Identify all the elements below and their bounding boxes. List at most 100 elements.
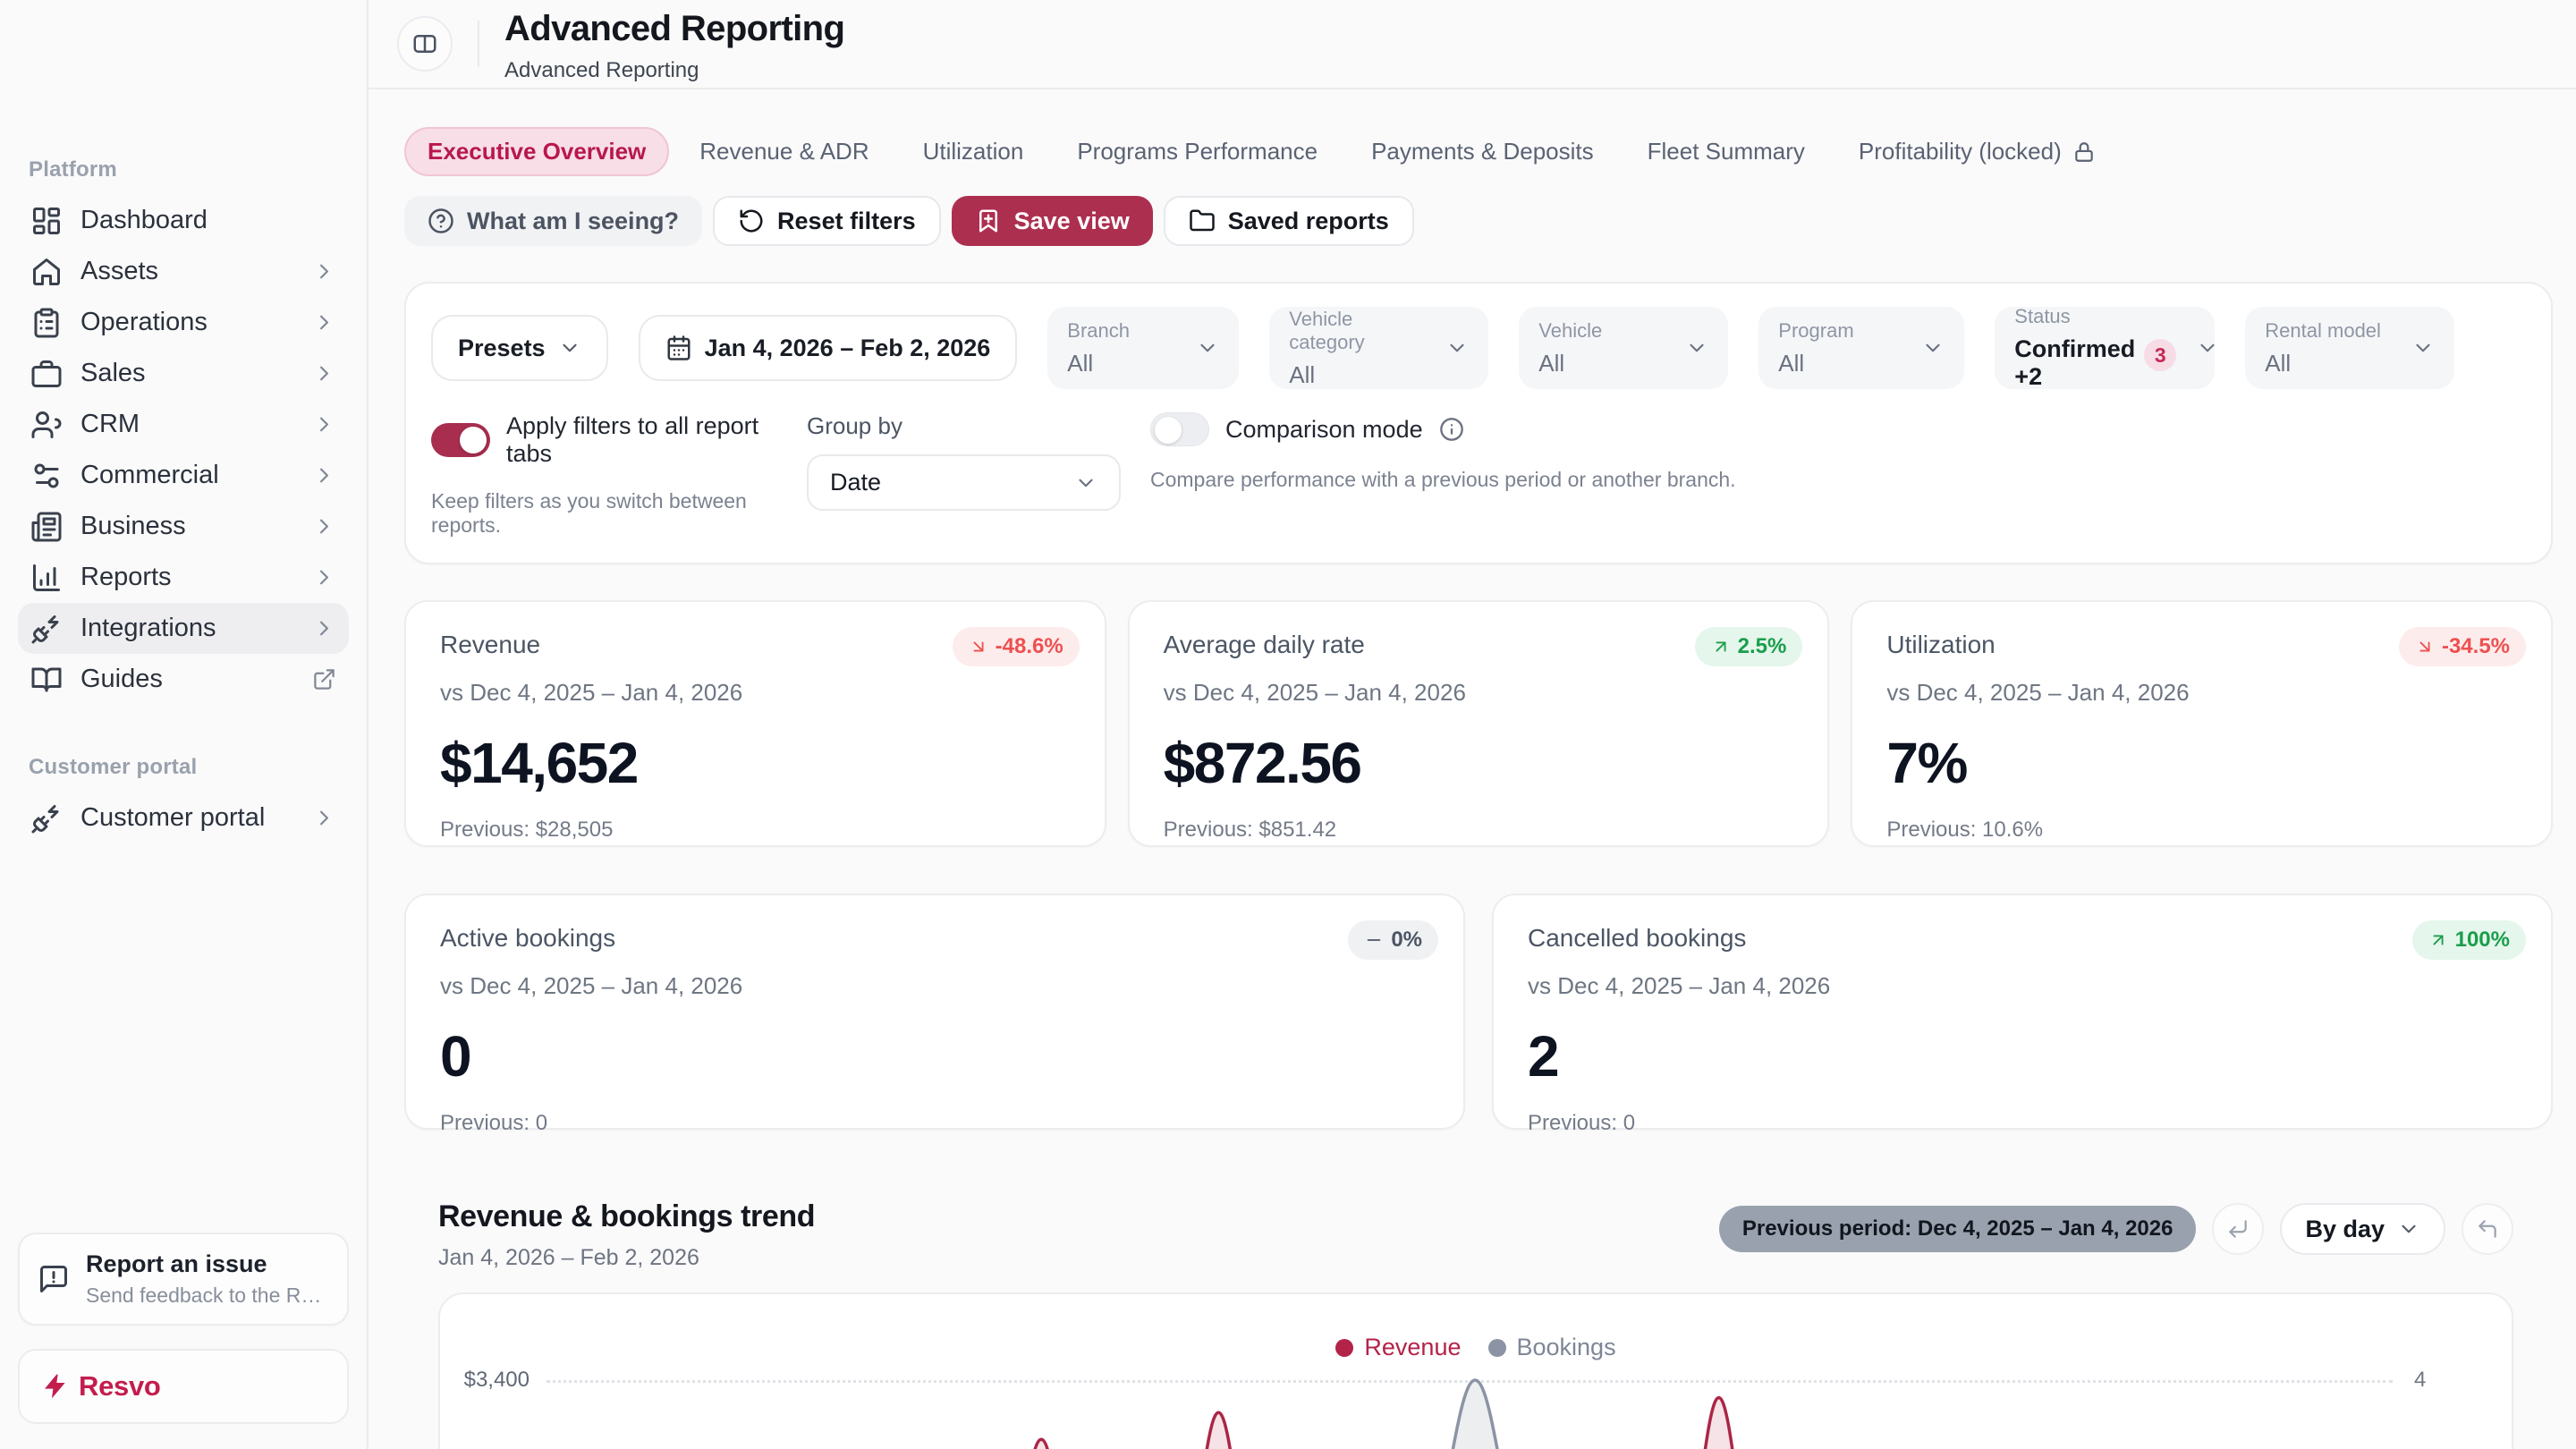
tab-fleet-summary[interactable]: Fleet Summary bbox=[1647, 138, 1805, 165]
save-view-button[interactable]: Save view bbox=[951, 196, 1153, 246]
gridline-top bbox=[547, 1380, 2393, 1383]
group-by-label: Group by bbox=[807, 412, 902, 439]
plug-zap-icon bbox=[31, 804, 59, 833]
sidebar-toggle-button[interactable] bbox=[397, 16, 453, 72]
arrow-down-right-icon bbox=[2419, 641, 2430, 652]
rental-model-select[interactable]: Rental model All bbox=[2245, 307, 2455, 389]
reset-filters-button[interactable]: Reset filters bbox=[713, 196, 941, 246]
date-range-button[interactable]: Jan 4, 2026 – Feb 2, 2026 bbox=[638, 315, 1018, 381]
panel-columns-icon bbox=[413, 35, 436, 53]
zap-icon bbox=[45, 1374, 65, 1399]
chevron-down-icon bbox=[2200, 343, 2215, 352]
sidebar-section-platform: Platform bbox=[29, 157, 117, 182]
corner-up-left-icon bbox=[2479, 1220, 2496, 1238]
tab-profitability-locked[interactable]: Profitability (locked) bbox=[1835, 127, 2119, 176]
kpi-badge: -48.6% bbox=[952, 627, 1080, 666]
vehicle-select[interactable]: Vehicle All bbox=[1519, 307, 1729, 389]
compare-return-button[interactable] bbox=[2212, 1203, 2265, 1255]
sidebar-item-sales[interactable]: Sales bbox=[18, 348, 349, 399]
kpi-card-active-bookings: Active bookings 0% vs Dec 4, 2025 – Jan … bbox=[404, 894, 1465, 1135]
comparison-mode-toggle[interactable] bbox=[1150, 412, 1209, 446]
kpi-row-2: Active bookings 0% vs Dec 4, 2025 – Jan … bbox=[404, 894, 2553, 1135]
sidebar-item-operations[interactable]: Operations bbox=[18, 297, 349, 348]
kpi-card-revenue: Revenue -48.6% vs Dec 4, 2025 – Jan 4, 2… bbox=[404, 600, 1106, 847]
bookings-dot-icon bbox=[1487, 1338, 1506, 1357]
report-toolbar: What am I seeing? Reset filters Save vie… bbox=[404, 196, 2553, 246]
sidebar-item-dashboard[interactable]: Dashboard bbox=[18, 195, 349, 246]
newspaper-icon bbox=[31, 512, 62, 541]
brand-card[interactable]: Resvo bbox=[18, 1349, 349, 1424]
sidebar-item-guides[interactable]: Guides bbox=[18, 654, 349, 705]
sidebar-item-integrations[interactable]: Integrations bbox=[18, 603, 349, 654]
chevron-down-icon bbox=[1450, 343, 1464, 352]
chevron-down-icon bbox=[1926, 343, 1940, 352]
bar-chart-icon bbox=[33, 564, 60, 591]
branch-select[interactable]: Branch All bbox=[1047, 307, 1240, 389]
arrow-up-right-icon bbox=[2433, 935, 2444, 945]
calendar-icon bbox=[667, 335, 691, 360]
granularity-select[interactable]: By day bbox=[2280, 1203, 2445, 1255]
kpi-card-cancelled-bookings: Cancelled bookings 100% vs Dec 4, 2025 –… bbox=[1492, 894, 2553, 1135]
chevron-right-icon bbox=[320, 570, 328, 585]
trend-chart[interactable]: Revenue Bookings $3,400 $2,550 4 3 bbox=[438, 1292, 2513, 1449]
briefcase-icon bbox=[31, 360, 62, 387]
tab-revenue-adr[interactable]: Revenue & ADR bbox=[699, 138, 869, 165]
page-title: Advanced Reporting bbox=[504, 8, 845, 48]
vehicle-category-select[interactable]: Vehicle category All bbox=[1269, 307, 1489, 389]
arrow-up-right-icon bbox=[1716, 641, 1726, 652]
sidebar-nav: Platform Dashboard Assets Operations Sal… bbox=[18, 157, 349, 843]
header-divider bbox=[478, 21, 479, 67]
users-icon bbox=[31, 411, 62, 438]
revenue-dot-icon bbox=[1335, 1338, 1354, 1357]
report-issue-card[interactable]: Report an issue Send feedback to the Res… bbox=[18, 1233, 349, 1326]
kpi-badge: 0% bbox=[1348, 920, 1438, 960]
apply-filters-toggle[interactable] bbox=[431, 423, 490, 457]
y-axis-right-tick: 3 bbox=[2414, 1446, 2426, 1449]
tab-payments-deposits[interactable]: Payments & Deposits bbox=[1371, 138, 1594, 165]
bookmark-plus-icon bbox=[979, 209, 997, 233]
chevron-right-icon bbox=[320, 264, 328, 279]
chevron-right-icon bbox=[320, 519, 328, 534]
chevron-right-icon bbox=[320, 468, 328, 483]
sidebar-item-crm[interactable]: CRM bbox=[18, 399, 349, 450]
chevron-right-icon bbox=[320, 366, 328, 381]
apply-filters-helper: Keep filters as you switch between repor… bbox=[431, 489, 747, 537]
group-by-select[interactable]: Date bbox=[807, 454, 1121, 511]
message-warning-icon bbox=[40, 1266, 67, 1292]
chart-legend: Revenue Bookings bbox=[440, 1334, 2512, 1361]
kpi-card-utilization: Utilization -34.5% vs Dec 4, 2025 – Jan … bbox=[1851, 600, 2554, 847]
sidebar-item-customer-portal[interactable]: Customer portal bbox=[18, 792, 349, 843]
sidebar-item-business[interactable]: Business bbox=[18, 501, 349, 552]
previous-period-pill: Previous period: Dec 4, 2025 – Jan 4, 20… bbox=[1718, 1206, 2197, 1252]
report-issue-desc: Send feedback to the Resvo… bbox=[86, 1284, 327, 1307]
chevron-down-icon bbox=[1690, 343, 1704, 352]
undo-button[interactable] bbox=[2462, 1203, 2513, 1255]
kpi-badge: 2.5% bbox=[1694, 627, 1803, 666]
sidebar-item-reports[interactable]: Reports bbox=[18, 552, 349, 603]
tab-utilization[interactable]: Utilization bbox=[922, 138, 1024, 165]
sidebar: Platform Dashboard Assets Operations Sal… bbox=[0, 0, 369, 1449]
presets-dropdown[interactable]: Presets bbox=[431, 315, 608, 381]
kpi-row-1: Revenue -48.6% vs Dec 4, 2025 – Jan 4, 2… bbox=[404, 600, 2554, 847]
clipboard-icon bbox=[34, 308, 59, 337]
filter-panel: Presets Jan 4, 2026 – Feb 2, 2026 Branch… bbox=[404, 282, 2553, 564]
trend-title: Revenue & bookings trend bbox=[438, 1199, 816, 1233]
status-select[interactable]: Status Confirmed +2 3 bbox=[1995, 305, 2216, 390]
tab-executive-overview[interactable]: Executive Overview bbox=[404, 127, 670, 176]
home-icon bbox=[33, 258, 60, 285]
tab-programs-performance[interactable]: Programs Performance bbox=[1077, 138, 1318, 165]
sidebar-item-assets[interactable]: Assets bbox=[18, 246, 349, 297]
trend-subtitle: Jan 4, 2026 – Feb 2, 2026 bbox=[438, 1245, 699, 1270]
chevron-down-icon bbox=[562, 343, 577, 352]
what-am-i-seeing-button[interactable]: What am I seeing? bbox=[404, 196, 703, 246]
saved-reports-button[interactable]: Saved reports bbox=[1163, 196, 1414, 246]
report-issue-title: Report an issue bbox=[86, 1250, 267, 1277]
chevron-down-icon bbox=[2402, 1224, 2416, 1233]
minus-icon bbox=[1367, 939, 1381, 941]
sidebar-item-commercial[interactable]: Commercial bbox=[18, 450, 349, 501]
chevron-down-icon bbox=[2416, 343, 2430, 352]
program-select[interactable]: Program All bbox=[1758, 307, 1965, 389]
y-axis-left-tick: $3,400 bbox=[463, 1368, 530, 1392]
page-header: Advanced Reporting Advanced Reporting bbox=[369, 0, 2576, 89]
chevron-down-icon bbox=[1079, 479, 1093, 487]
